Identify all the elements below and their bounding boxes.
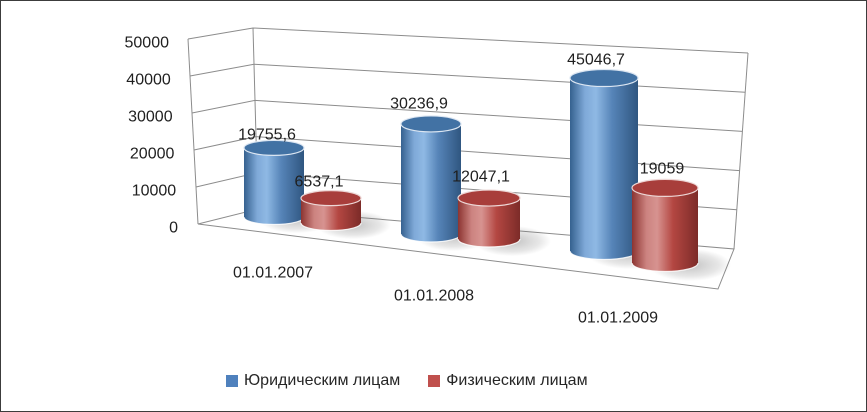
category-label: 01.01.2007 — [233, 265, 313, 282]
value-axis-line — [187, 38, 199, 225]
cylinder-body-s2-c1 — [301, 198, 361, 231]
value-tick-label: 30000 — [128, 109, 173, 126]
legend-swatch-blue-icon — [226, 375, 238, 387]
cylinder-top-s1-c2 — [400, 115, 462, 133]
legend-item-series2: Физическим лицам — [428, 372, 588, 390]
cylinder-top-s1-c3 — [569, 68, 639, 88]
legend-item-series1: Юридическим лицам — [226, 372, 400, 390]
data-label: 45046,7 — [567, 52, 625, 69]
cylinder-top-s1-c1 — [243, 139, 305, 156]
cylinder-body-s1-c1 — [244, 147, 304, 225]
value-tick-label: 40000 — [126, 72, 171, 89]
category-label: 01.01.2009 — [578, 310, 658, 327]
cylinder-top-s2-c3 — [631, 178, 699, 198]
cylinder-top-s2-c2 — [457, 189, 521, 207]
cylinder-bottom-rim — [457, 238, 521, 248]
data-label: 12047,1 — [452, 169, 510, 186]
value-tick-label: 50000 — [125, 35, 170, 52]
cylinder-body-s2-c2 — [458, 198, 520, 247]
legend-swatch-red-icon — [428, 375, 441, 387]
value-tick-label: 0 — [169, 220, 178, 237]
wall-right-edge — [733, 52, 749, 250]
cylinder-body-s2-c3 — [632, 187, 698, 272]
cylinder-body-s1-c2 — [401, 123, 461, 242]
category-label: 01.01.2008 — [394, 288, 474, 305]
cylinder-bottom-rim — [631, 262, 699, 273]
cylinder-bottom-rim — [300, 222, 362, 232]
value-tick-label: 20000 — [130, 146, 175, 163]
value-tick-label: 10000 — [132, 183, 177, 200]
legend: Юридическим лицам Физическим лицам — [226, 372, 588, 390]
gridline — [189, 63, 746, 93]
legend-label-series2: Физическим лицам — [446, 372, 588, 389]
data-label: 6537,1 — [295, 174, 344, 191]
cylinder-top-s2-c1 — [300, 190, 362, 207]
cylinder-body-s1-c3 — [570, 78, 638, 260]
legend-label-series1: Юридическим лицам — [244, 372, 401, 389]
gridline — [187, 27, 749, 54]
data-label: 30236,9 — [390, 96, 448, 113]
data-label: 19755,6 — [238, 127, 296, 144]
data-label: 19059 — [640, 161, 685, 178]
